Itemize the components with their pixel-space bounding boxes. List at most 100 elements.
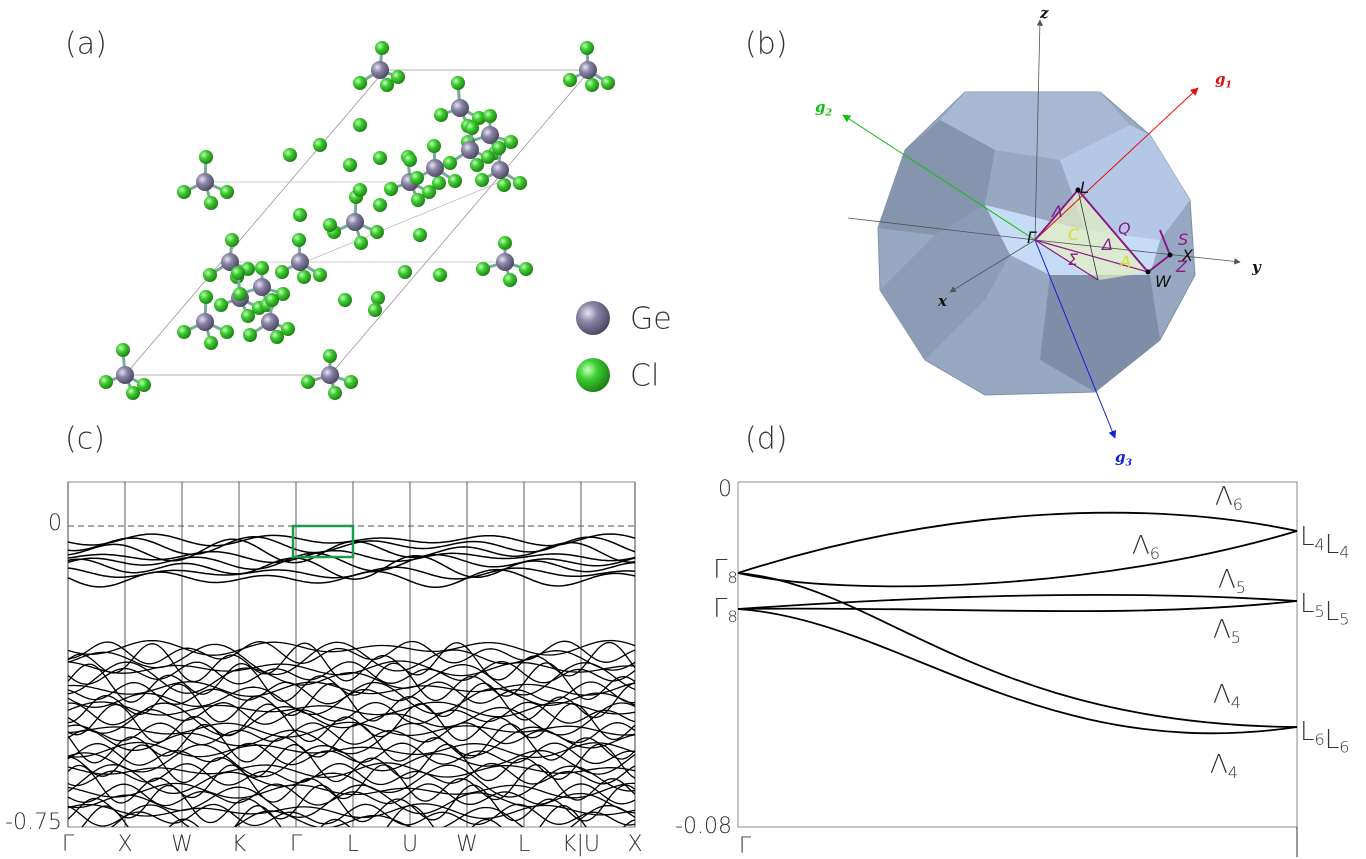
- cl-atom: [434, 108, 448, 122]
- ge-atom: [426, 159, 444, 177]
- k-label: L: [518, 832, 530, 857]
- label-subscript: 5: [1236, 577, 1246, 596]
- legend-label: Ge: [630, 302, 672, 337]
- band: [68, 701, 635, 718]
- label: x: [937, 292, 948, 310]
- ge-atom: [196, 173, 214, 191]
- cl-atom: [497, 178, 511, 192]
- band: [737, 608, 1298, 735]
- cl-ion: [403, 153, 417, 167]
- y-tick-label: -0.75: [5, 810, 62, 835]
- cl-ion: [373, 151, 387, 165]
- k-label: X: [117, 832, 132, 857]
- cl-ion: [338, 293, 352, 307]
- cl-ion: [398, 265, 412, 279]
- k-label: Γ: [62, 832, 75, 857]
- cl-atom: [231, 266, 245, 280]
- label-subscript: 4: [1315, 534, 1325, 553]
- ge-atom: [451, 99, 469, 117]
- label: Λ6: [1215, 482, 1243, 514]
- cl-atom: [498, 236, 512, 250]
- legend-label: Cl: [630, 359, 659, 394]
- cl-atom: [204, 196, 218, 210]
- band: [737, 572, 1298, 728]
- cl-atom: [476, 262, 490, 276]
- label-subscript: 4: [1231, 692, 1241, 711]
- band: [68, 554, 635, 580]
- band: [68, 762, 635, 787]
- k-label: Γ: [290, 832, 303, 857]
- k-label: X: [627, 832, 642, 857]
- irreducible-wedge: [1035, 190, 1148, 280]
- band: [68, 681, 635, 697]
- band: [68, 681, 635, 705]
- band: [68, 682, 635, 724]
- label-base: S: [1178, 230, 1188, 249]
- cl-atom: [177, 185, 191, 199]
- cl-atom: [375, 41, 389, 55]
- label-base: X: [1181, 246, 1194, 265]
- cl-atom: [519, 262, 533, 276]
- cl-atom: [472, 111, 486, 125]
- cl-atom: [270, 330, 284, 344]
- ge-atom: [481, 126, 499, 144]
- cl-atom: [465, 121, 479, 135]
- panel-label: (b): [745, 27, 787, 62]
- ge-atom: [579, 61, 597, 79]
- label-subscript: 4: [1228, 762, 1238, 781]
- cl-atom: [411, 193, 425, 207]
- cl-ion: [353, 118, 367, 132]
- label: L5L5: [1300, 589, 1350, 629]
- band: [68, 552, 635, 572]
- cl-atom: [243, 328, 257, 342]
- cl-atom: [220, 325, 234, 339]
- cl-atom: [432, 176, 446, 190]
- cl-atom: [513, 176, 527, 190]
- cl-atom: [313, 268, 327, 282]
- cl-atom: [422, 185, 436, 199]
- cl-atom: [391, 70, 405, 84]
- ge-atom: [291, 253, 309, 271]
- legend-cl: [576, 358, 610, 392]
- label-base: Γ: [1027, 228, 1037, 247]
- label-base: Λ: [1213, 615, 1231, 645]
- cl-atom: [275, 265, 289, 279]
- cl-atom: [281, 322, 295, 336]
- cl-atom: [470, 158, 484, 172]
- label: y: [1251, 258, 1262, 276]
- band: [68, 764, 635, 804]
- band: [68, 702, 635, 736]
- band: [68, 764, 635, 798]
- label-base: Λ: [1218, 565, 1236, 595]
- cl-ion: [371, 291, 385, 305]
- k-point: [1145, 269, 1151, 275]
- label-base: Δ: [1100, 235, 1113, 254]
- band: [68, 742, 635, 766]
- label-subscript: 6: [1233, 494, 1243, 513]
- label: Λ4: [1210, 750, 1238, 782]
- label-base: Λ: [1210, 750, 1228, 780]
- cl-atom: [492, 141, 506, 155]
- label: S: [1178, 230, 1188, 249]
- cl-atom: [503, 273, 517, 287]
- label-subscript: 8: [728, 606, 738, 625]
- cl-atom: [301, 375, 315, 389]
- vector-g2: [842, 114, 1036, 241]
- label-base: L: [1325, 724, 1340, 754]
- label-base: Z: [1175, 257, 1188, 276]
- legend-ge: [576, 301, 610, 335]
- label-base: A: [1119, 252, 1131, 271]
- band: [68, 721, 635, 738]
- axis-z: [1034, 19, 1044, 241]
- label-base: L: [1325, 529, 1340, 559]
- cl-atom: [384, 182, 398, 196]
- ge-atom: [491, 161, 509, 179]
- band: [737, 600, 1298, 613]
- label: Q: [1118, 219, 1131, 238]
- label: Γ8: [713, 555, 738, 587]
- cl-atom: [353, 76, 367, 90]
- label: z: [1039, 4, 1049, 22]
- axis-x: [949, 239, 1036, 293]
